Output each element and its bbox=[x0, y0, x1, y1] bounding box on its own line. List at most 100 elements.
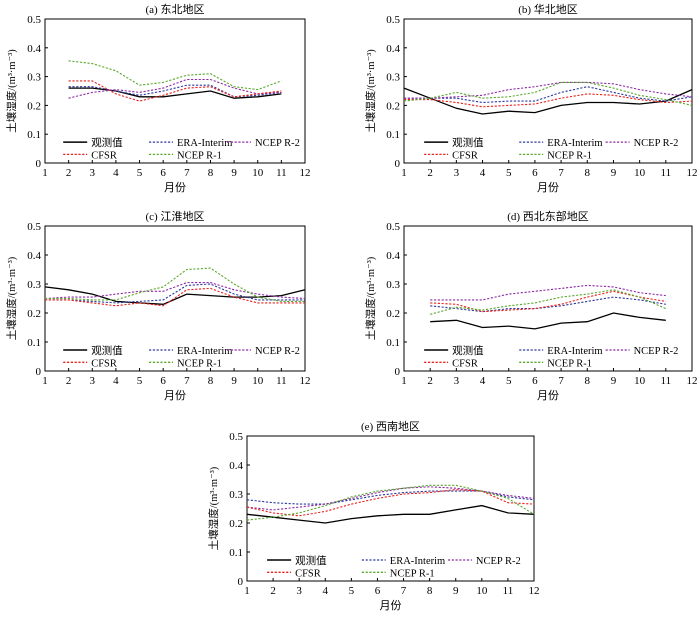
x-tick-label: 3 bbox=[90, 375, 96, 387]
y-tick-label: 0.5 bbox=[27, 221, 41, 233]
x-tick-label: 11 bbox=[661, 167, 672, 179]
x-tick-label: 2 bbox=[270, 585, 276, 597]
y-tick-label: 0.1 bbox=[229, 547, 243, 559]
x-axis-label: 月份 bbox=[164, 389, 186, 402]
chart-title: (a) 东北地区 bbox=[146, 3, 205, 16]
series-line-ERA-Interim bbox=[68, 84, 282, 98]
x-tick-label: 8 bbox=[585, 375, 591, 387]
x-tick-label: 2 bbox=[66, 375, 72, 387]
x-tick-label: 4 bbox=[113, 167, 119, 179]
x-tick-label: 10 bbox=[634, 167, 646, 179]
x-tick-label: 6 bbox=[532, 375, 538, 387]
plot-frame bbox=[246, 435, 535, 582]
series-line-CFSR bbox=[246, 489, 535, 517]
y-tick-label: 0.2 bbox=[386, 308, 400, 320]
y-axis-label: 土壤湿度/(m³·m⁻³) bbox=[364, 49, 377, 133]
x-tick-label: 8 bbox=[208, 375, 214, 387]
y-tick-label: 0.5 bbox=[386, 221, 400, 233]
y-tick-label: 0.5 bbox=[27, 14, 41, 26]
legend-label: NCEP R-2 bbox=[476, 556, 521, 567]
x-tick-label: 5 bbox=[506, 167, 512, 179]
legend-label: ERA-Interim bbox=[547, 138, 602, 149]
y-tick-label: 0.4 bbox=[386, 43, 400, 55]
y-tick-label: 0.3 bbox=[229, 489, 243, 501]
y-tick-label: 0.5 bbox=[386, 14, 400, 26]
x-tick-label: 6 bbox=[160, 167, 166, 179]
x-tick-label: 11 bbox=[661, 375, 672, 387]
y-tick-label: 0.3 bbox=[386, 279, 400, 291]
legend-label: NCEP R-2 bbox=[255, 138, 300, 149]
x-tick-label: 4 bbox=[113, 375, 119, 387]
x-tick-label: 7 bbox=[184, 375, 190, 387]
series-line-CFSR bbox=[45, 287, 305, 307]
x-tick-label: 5 bbox=[137, 167, 143, 179]
x-tick-label: 11 bbox=[276, 375, 287, 387]
x-tick-label: 10 bbox=[476, 585, 488, 597]
y-tick-label: 0.1 bbox=[27, 129, 41, 141]
series-line-CFSR bbox=[430, 290, 666, 313]
x-tick-label: 9 bbox=[453, 585, 459, 597]
chart-title: (c) 江淮地区 bbox=[146, 210, 205, 223]
y-axis-label: 土壤湿度/(m³·m⁻³) bbox=[207, 466, 220, 550]
legend-label: NCEP R-1 bbox=[547, 150, 592, 161]
y-tick-label: 0.2 bbox=[27, 100, 41, 112]
y-tick-label: 0.3 bbox=[27, 72, 41, 84]
legend-label: NCEP R-1 bbox=[547, 358, 592, 369]
x-tick-label: 9 bbox=[231, 375, 237, 387]
legend-label: CFSR bbox=[452, 150, 478, 161]
x-tick-label: 1 bbox=[42, 375, 48, 387]
x-tick-label: 12 bbox=[529, 585, 540, 597]
y-tick-label: 0.2 bbox=[386, 100, 400, 112]
x-tick-label: 7 bbox=[184, 167, 190, 179]
x-tick-label: 12 bbox=[687, 375, 698, 387]
x-tick-label: 1 bbox=[401, 375, 407, 387]
y-tick-label: 0.4 bbox=[27, 250, 41, 262]
y-tick-label: 0 bbox=[238, 576, 244, 588]
legend-label: 观测值 bbox=[295, 554, 327, 567]
series-line-观测值 bbox=[44, 286, 306, 305]
y-tick-label: 0 bbox=[36, 158, 42, 170]
legend-label: 观测值 bbox=[452, 136, 484, 149]
chart-title: (e) 西南地区 bbox=[361, 420, 420, 433]
y-tick-label: 0 bbox=[395, 366, 401, 378]
plot-frame bbox=[403, 225, 693, 372]
series-line-NCEP R-1 bbox=[68, 60, 282, 91]
legend-label: 观测值 bbox=[91, 136, 123, 149]
chart-title: (b) 华北地区 bbox=[518, 2, 578, 16]
series-line-观测值 bbox=[430, 312, 666, 330]
series-line-NCEP R-2 bbox=[404, 81, 693, 99]
legend-label: 观测值 bbox=[452, 344, 484, 357]
y-tick-label: 0.4 bbox=[229, 460, 243, 472]
x-axis-label: 月份 bbox=[164, 181, 186, 194]
y-tick-label: 0.5 bbox=[229, 431, 243, 443]
x-tick-label: 1 bbox=[42, 167, 48, 179]
series-line-CFSR bbox=[404, 93, 693, 108]
series-line-CFSR bbox=[68, 80, 282, 102]
y-tick-label: 0.2 bbox=[229, 518, 243, 530]
series-line-NCEP R-1 bbox=[246, 484, 535, 521]
legend-label: ERA-Interim bbox=[177, 346, 232, 357]
x-tick-label: 8 bbox=[585, 167, 591, 179]
x-tick-label: 4 bbox=[480, 167, 486, 179]
y-tick-label: 0 bbox=[395, 158, 401, 170]
y-axis-label: 土壤湿度/(m³·m⁻³) bbox=[5, 256, 18, 340]
series-line-观测值 bbox=[403, 87, 693, 115]
x-tick-label: 12 bbox=[300, 167, 311, 179]
legend-label: CFSR bbox=[452, 358, 478, 369]
x-tick-label: 2 bbox=[427, 167, 433, 179]
x-tick-label: 10 bbox=[252, 167, 264, 179]
y-tick-label: 0.2 bbox=[27, 308, 41, 320]
y-tick-label: 0.4 bbox=[386, 250, 400, 262]
series-line-NCEP R-1 bbox=[45, 267, 305, 302]
y-axis-label: 土壤湿度/(m³·m⁻³) bbox=[5, 49, 18, 133]
x-tick-label: 3 bbox=[90, 167, 96, 179]
series-line-NCEP R-1 bbox=[430, 289, 667, 315]
series-line-NCEP R-2 bbox=[44, 282, 306, 300]
series-line-ERA-Interim bbox=[45, 283, 305, 304]
x-axis-label: 月份 bbox=[380, 599, 402, 612]
series-line-ERA-Interim bbox=[246, 490, 535, 505]
x-tick-label: 2 bbox=[427, 375, 433, 387]
